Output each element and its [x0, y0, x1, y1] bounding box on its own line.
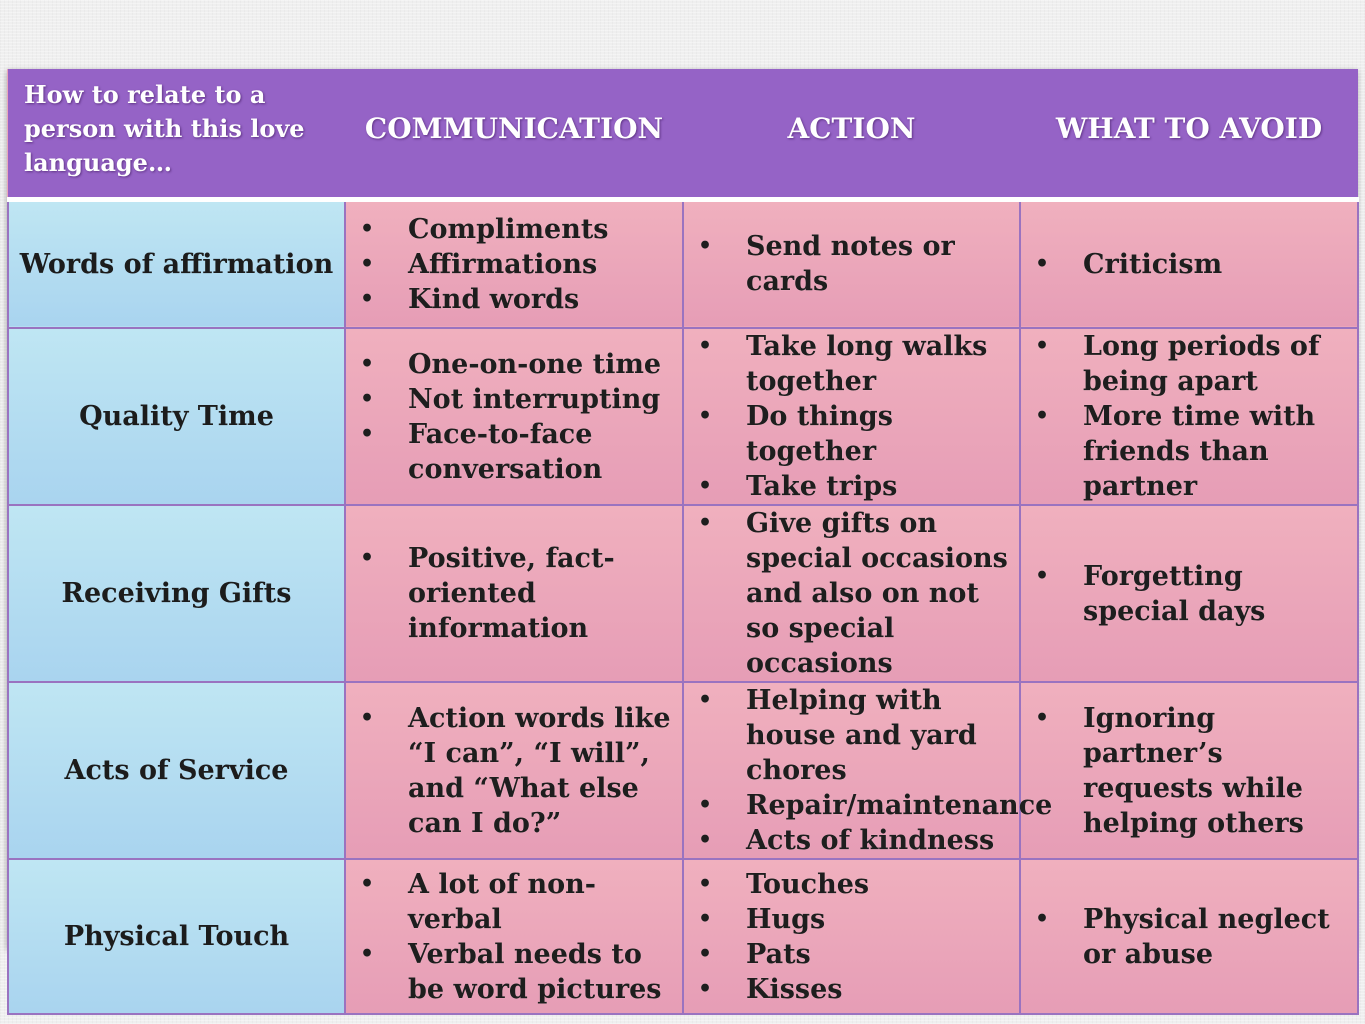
bullet-list: Long periods of being apart More time wi…: [1021, 329, 1357, 504]
table-row-quality-time: Quality Time One-on-one time Not interru…: [7, 327, 1359, 506]
bullet-list: Positive, fact-oriented information: [346, 541, 682, 646]
row-label: Acts of Service: [7, 681, 346, 860]
list-item: Do things together: [698, 399, 1011, 469]
communication-cell: Compliments Affirmations Kind words: [344, 196, 684, 329]
action-cell: Touches Hugs Pats Kisses: [682, 858, 1021, 1015]
list-item: Not interrupting: [360, 382, 674, 417]
bullet-list: Helping with house and yard chores Repai…: [684, 683, 1052, 858]
list-item: Affirmations: [360, 247, 674, 282]
avoid-cell: Physical neglect or abuse: [1019, 858, 1359, 1015]
communication-cell: One-on-one time Not interrupting Face-to…: [344, 327, 684, 506]
list-item: Send notes or cards: [698, 229, 1011, 299]
action-cell: Give gifts on special occasions and also…: [682, 504, 1021, 683]
list-item: Long periods of being apart: [1035, 329, 1349, 399]
avoid-cell: Long periods of being apart More time wi…: [1019, 327, 1359, 506]
love-languages-table: How to relate to a person with this love…: [7, 69, 1359, 1015]
list-item: Criticism: [1035, 247, 1349, 282]
list-item: Hugs: [698, 902, 1011, 937]
bullet-list: Forgetting special days: [1021, 559, 1357, 629]
bullet-list: Take long walks together Do things toget…: [684, 329, 1019, 504]
bullet-list: Ignoring partner’s requests while helpin…: [1021, 701, 1357, 841]
bullet-list: Give gifts on special occasions and also…: [684, 506, 1019, 681]
list-item: Repair/maintenance: [698, 788, 1052, 823]
love-languages-slide: How to relate to a person with this love…: [7, 69, 1359, 1015]
table-row-words-of-affirmation: Words of affirmation Compliments Affirma…: [7, 196, 1359, 329]
list-item: Kisses: [698, 972, 1011, 1007]
list-item: Positive, fact-oriented information: [360, 541, 674, 646]
list-item: A lot of non-verbal: [360, 867, 674, 937]
bullet-list: Action words like “I can”, “I will”, and…: [346, 701, 682, 841]
avoid-cell: Forgetting special days: [1019, 504, 1359, 683]
bullet-list: A lot of non-verbal Verbal needs to be w…: [346, 867, 682, 1007]
communication-cell: A lot of non-verbal Verbal needs to be w…: [344, 858, 684, 1015]
row-label: Receiving Gifts: [7, 504, 346, 683]
bullet-list: Criticism: [1021, 247, 1357, 282]
list-item: Ignoring partner’s requests while helpin…: [1035, 701, 1349, 841]
list-item: Verbal needs to be word pictures: [360, 937, 674, 1007]
action-cell: Take long walks together Do things toget…: [682, 327, 1021, 506]
table-row-receiving-gifts: Receiving Gifts Positive, fact-oriented …: [7, 504, 1359, 683]
bullet-list: Physical neglect or abuse: [1021, 902, 1357, 972]
row-label: Words of affirmation: [7, 196, 346, 329]
list-item: Take trips: [698, 469, 1011, 504]
column-header-action: ACTION: [683, 69, 1020, 199]
list-item: More time with friends than partner: [1035, 399, 1349, 504]
list-item: Physical neglect or abuse: [1035, 902, 1349, 972]
list-item: Take long walks together: [698, 329, 1011, 399]
bullet-list: Touches Hugs Pats Kisses: [684, 867, 1019, 1007]
avoid-cell: Criticism: [1019, 196, 1359, 329]
bullet-list: One-on-one time Not interrupting Face-to…: [346, 347, 682, 487]
action-cell: Send notes or cards: [682, 196, 1021, 329]
header-row: How to relate to a person with this love…: [8, 69, 1358, 199]
list-item: Touches: [698, 867, 1011, 902]
list-item: Forgetting special days: [1035, 559, 1349, 629]
list-item: Pats: [698, 937, 1011, 972]
table-row-acts-of-service: Acts of Service Action words like “I can…: [7, 681, 1359, 860]
list-item: Helping with house and yard chores: [698, 683, 1011, 788]
communication-cell: Action words like “I can”, “I will”, and…: [344, 681, 684, 860]
list-item: Give gifts on special occasions and also…: [698, 506, 1011, 681]
avoid-cell: Ignoring partner’s requests while helpin…: [1019, 681, 1359, 860]
corner-header: How to relate to a person with this love…: [8, 69, 345, 199]
table-row-physical-touch: Physical Touch A lot of non-verbal Verba…: [7, 858, 1359, 1015]
list-item: One-on-one time: [360, 347, 674, 382]
column-header-what-to-avoid: WHAT TO AVOID: [1020, 69, 1358, 199]
row-label: Physical Touch: [7, 858, 346, 1015]
list-item: Compliments: [360, 212, 674, 247]
list-item: Face-to-face conversation: [360, 417, 674, 487]
bullet-list: Compliments Affirmations Kind words: [346, 212, 682, 317]
list-item: Kind words: [360, 282, 674, 317]
bullet-list: Send notes or cards: [684, 229, 1019, 299]
column-header-communication: COMMUNICATION: [345, 69, 683, 199]
communication-cell: Positive, fact-oriented information: [344, 504, 684, 683]
list-item: Action words like “I can”, “I will”, and…: [360, 701, 674, 841]
list-item: Acts of kindness: [698, 823, 1011, 858]
action-cell: Helping with house and yard chores Repai…: [682, 681, 1052, 860]
row-label: Quality Time: [7, 327, 346, 506]
